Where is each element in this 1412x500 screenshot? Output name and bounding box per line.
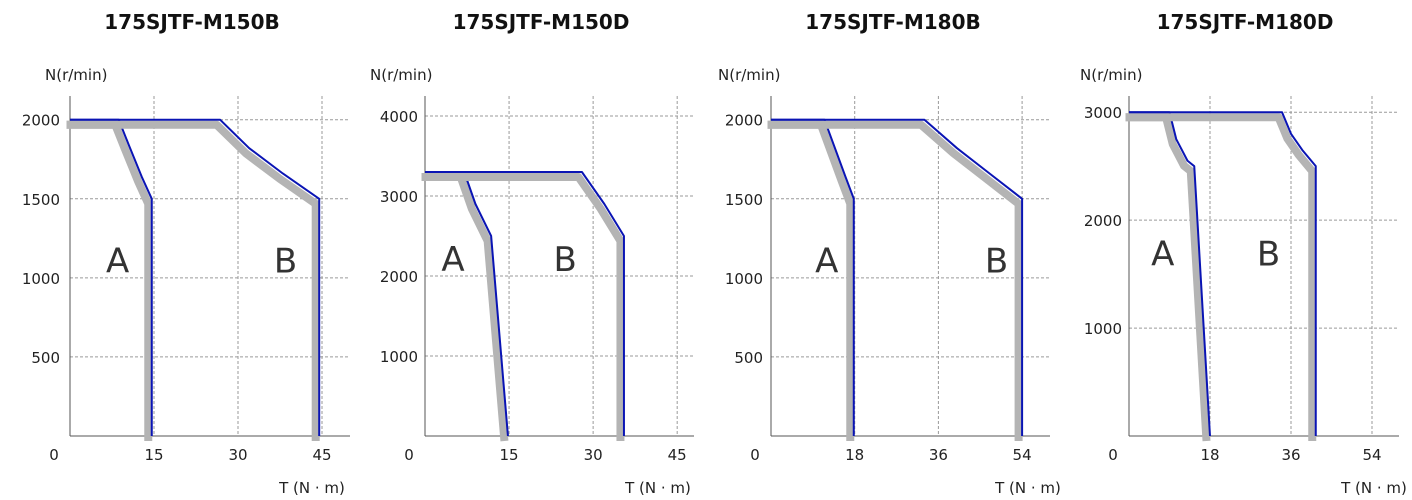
chart-panel-4: 1000 2000 3000 0 18 36 54 A B 175SJTF-M180D N(r/mi… bbox=[1080, 10, 1407, 497]
region-label-b: B bbox=[274, 241, 297, 281]
chart-title: 175SJTF-M150D bbox=[453, 10, 630, 34]
region-label-b: B bbox=[1257, 235, 1280, 275]
x-tick-label: 45 bbox=[312, 446, 331, 464]
x-tick-label: 45 bbox=[668, 446, 687, 464]
series-band-1 bbox=[767, 120, 855, 441]
y-tick-label: 1000 bbox=[725, 270, 763, 288]
chart-panel-3: 500 1000 1500 2000 0 18 36 54 A B 175SJTF-M180B N(r… bbox=[718, 10, 1061, 497]
series-band-1 bbox=[421, 173, 509, 442]
chart-title: 175SJTF-M180D bbox=[1157, 10, 1334, 34]
y-tick-label: 500 bbox=[31, 349, 60, 367]
x-axis-label: T (N · m) bbox=[994, 479, 1061, 497]
x-tick-label: 36 bbox=[929, 446, 948, 464]
x-axis-label: T (N · m) bbox=[278, 479, 345, 497]
y-tick-label: 2000 bbox=[1084, 212, 1122, 230]
region-label-b: B bbox=[985, 241, 1008, 281]
series-band-1 bbox=[66, 120, 153, 441]
y-tick-label: 4000 bbox=[380, 108, 418, 126]
y-tick-label: 3000 bbox=[380, 188, 418, 206]
x-axis-label: T (N · m) bbox=[1340, 479, 1407, 497]
y-tick-label: 2000 bbox=[22, 112, 60, 130]
y-tick-label: 1500 bbox=[725, 191, 763, 209]
chart-panel-2: 1000 2000 3000 4000 0 15 30 45 A B 175SJTF-M150D N(… bbox=[370, 10, 694, 497]
y-tick-label: 3000 bbox=[1084, 104, 1122, 122]
x-tick-label: 54 bbox=[1013, 446, 1032, 464]
y-tick-label: 1000 bbox=[1084, 320, 1122, 338]
y-tick-label: 2000 bbox=[725, 112, 763, 130]
y-axis-label: N(r/min) bbox=[1080, 66, 1142, 84]
series-line-2 bbox=[70, 118, 321, 436]
chart-panel-1: 500 1000 1500 2000 0 15 30 45 A B 175SJTF-M150B N(r… bbox=[22, 10, 350, 497]
x-tick-label: 15 bbox=[500, 446, 519, 464]
series-band-2 bbox=[767, 120, 1023, 441]
series-band-2 bbox=[66, 120, 320, 441]
x-axis-label: T (N · m) bbox=[624, 479, 691, 497]
x-tick-label: 54 bbox=[1362, 446, 1381, 464]
x-tick-label: 30 bbox=[228, 446, 247, 464]
y-axis-label: N(r/min) bbox=[370, 66, 432, 84]
y-axis-label: N(r/min) bbox=[45, 66, 107, 84]
x-tick-label: 0 bbox=[49, 446, 59, 464]
series-line-2 bbox=[1129, 111, 1317, 436]
y-tick-label: 500 bbox=[734, 349, 763, 367]
x-tick-label: 18 bbox=[845, 446, 864, 464]
x-tick-label: 0 bbox=[404, 446, 414, 464]
region-label-b: B bbox=[553, 240, 576, 280]
region-label-a: A bbox=[1151, 235, 1174, 275]
y-tick-label: 1500 bbox=[22, 191, 60, 209]
y-tick-label: 1000 bbox=[22, 270, 60, 288]
y-tick-label: 1000 bbox=[380, 348, 418, 366]
x-tick-label: 0 bbox=[750, 446, 760, 464]
region-label-a: A bbox=[441, 240, 464, 280]
series-line-2 bbox=[771, 118, 1024, 436]
y-axis-label: N(r/min) bbox=[718, 66, 780, 84]
series-band-2 bbox=[1125, 113, 1317, 441]
x-tick-label: 15 bbox=[144, 446, 163, 464]
series-line-2 bbox=[425, 171, 625, 436]
chart-title: 175SJTF-M180B bbox=[805, 10, 980, 34]
region-label-a: A bbox=[106, 241, 129, 281]
x-tick-label: 18 bbox=[1200, 446, 1219, 464]
x-tick-label: 30 bbox=[584, 446, 603, 464]
x-tick-label: 0 bbox=[1108, 446, 1118, 464]
y-tick-label: 2000 bbox=[380, 268, 418, 286]
series-band-2 bbox=[421, 173, 625, 441]
x-tick-label: 36 bbox=[1281, 446, 1300, 464]
chart-title: 175SJTF-M150B bbox=[104, 10, 279, 34]
region-label-a: A bbox=[815, 241, 838, 281]
